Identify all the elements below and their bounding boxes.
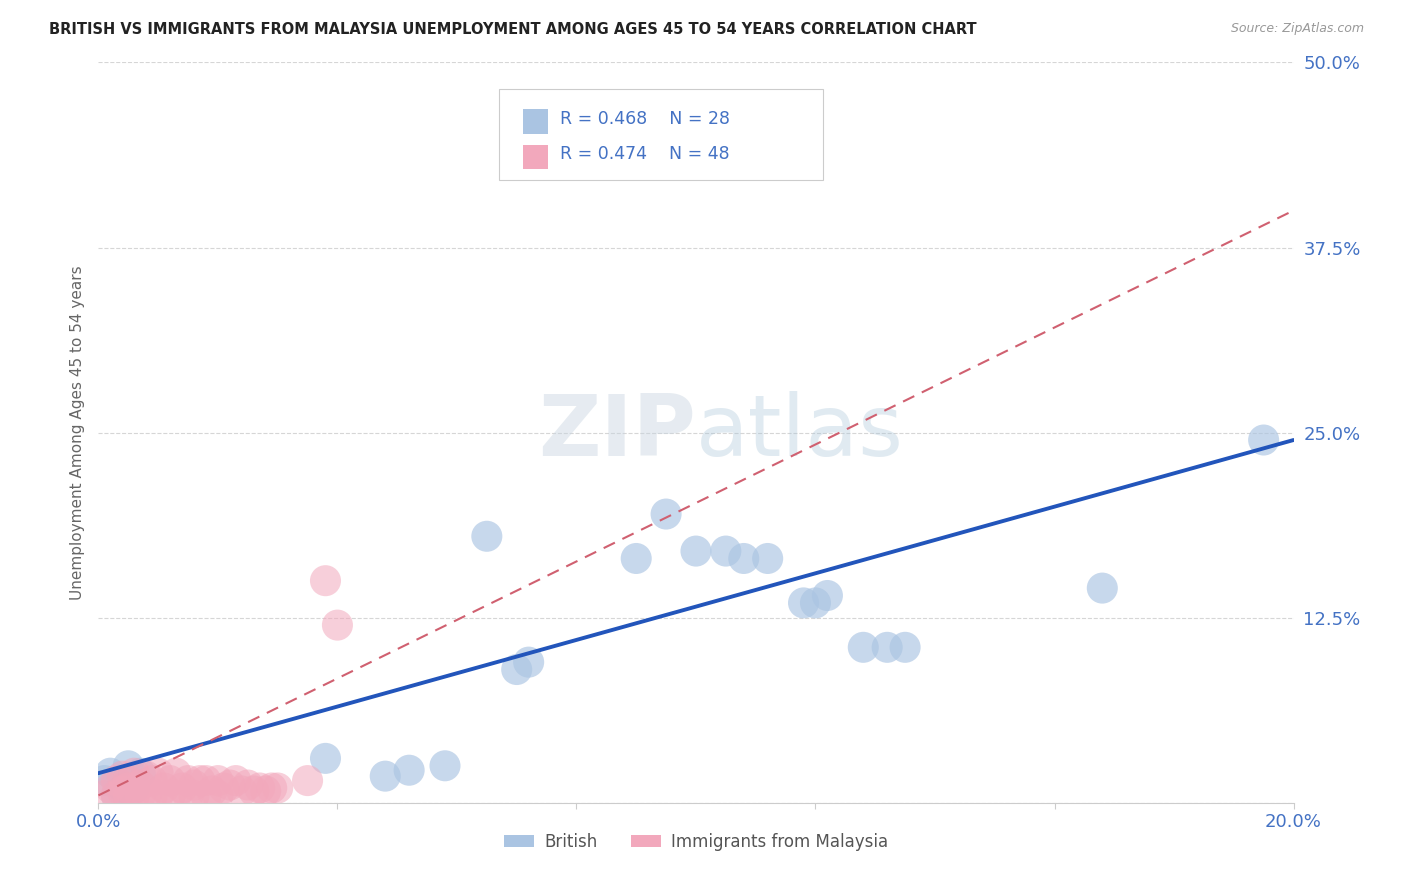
Point [141,789,163,803]
Point [165,766,187,780]
Point [894,640,917,655]
Point [475,529,498,543]
Point [398,763,420,777]
Point [117,773,139,788]
Point [517,655,540,669]
Point [225,773,247,788]
Point [212,780,235,795]
Point [219,778,242,792]
Point [1091,581,1114,595]
Point [260,780,283,795]
Legend: British, Immigrants from Malaysia: British, Immigrants from Malaysia [498,826,894,857]
Point [124,780,146,795]
Point [98,766,122,780]
Point [135,789,157,803]
Point [159,773,181,788]
Point [148,789,170,803]
Point [1253,433,1275,447]
Point [177,773,200,788]
Point [129,778,152,792]
Point [183,778,205,792]
Point [148,766,170,780]
Point [434,758,457,772]
Point [236,778,259,792]
Point [207,789,229,803]
Point [111,780,134,795]
Point [172,780,194,795]
Text: BRITISH VS IMMIGRANTS FROM MALAYSIA UNEMPLOYMENT AMONG AGES 45 TO 54 YEARS CORRE: BRITISH VS IMMIGRANTS FROM MALAYSIA UNEM… [49,22,977,37]
Point [626,551,648,566]
Point [177,789,200,803]
Text: atlas: atlas [696,391,904,475]
Point [756,551,779,566]
Point [141,773,163,788]
Point [183,789,205,803]
Point [135,769,157,783]
Point [326,618,349,632]
Point [105,789,128,803]
Point [188,773,211,788]
Point [793,596,815,610]
Point [93,773,115,788]
Point [195,789,218,803]
Point [105,789,128,803]
Y-axis label: Unemployment Among Ages 45 to 54 years: Unemployment Among Ages 45 to 54 years [69,265,84,600]
Text: R = 0.468    N = 28: R = 0.468 N = 28 [560,110,730,128]
Point [111,784,134,798]
Point [195,773,218,788]
Point [714,544,737,558]
Point [243,784,266,798]
Point [153,780,176,795]
Point [111,769,134,783]
Point [297,773,319,788]
Point [852,640,875,655]
Point [655,507,678,521]
Point [129,766,152,780]
Text: R = 0.474    N = 48: R = 0.474 N = 48 [560,145,730,163]
Point [129,789,152,803]
Point [254,784,277,798]
Point [267,780,290,795]
Point [117,758,139,772]
Point [685,544,707,558]
Point [876,640,898,655]
Point [315,574,337,588]
Point [201,784,224,798]
Point [159,789,181,803]
Point [315,751,337,765]
Point [804,596,827,610]
Point [93,789,115,803]
Point [207,773,229,788]
Point [374,769,396,783]
Point [249,780,271,795]
Point [105,773,128,788]
Point [124,766,146,780]
Text: ZIP: ZIP [538,391,696,475]
Point [98,780,122,795]
Point [815,589,838,603]
Point [733,551,755,566]
Point [117,789,139,803]
Point [124,789,146,803]
Point [506,663,529,677]
Point [165,789,187,803]
Point [231,784,253,798]
Text: Source: ZipAtlas.com: Source: ZipAtlas.com [1230,22,1364,36]
Point [117,780,139,795]
